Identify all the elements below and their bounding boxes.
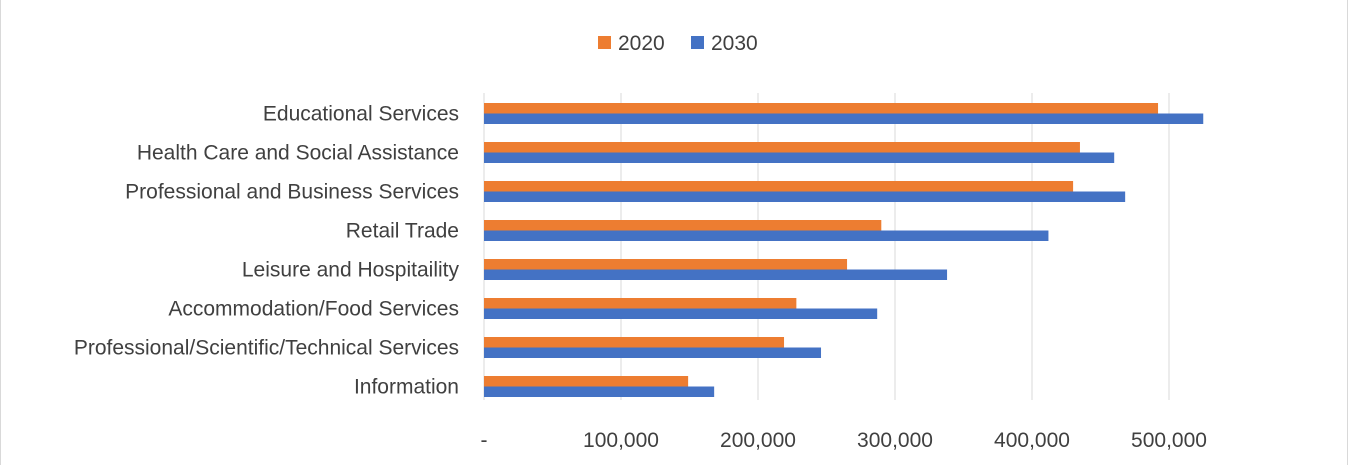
category-label-0: Educational Services bbox=[263, 103, 459, 126]
bar-2020-2 bbox=[484, 181, 1074, 192]
bar-2020-4 bbox=[484, 259, 848, 270]
category-label-7: Information bbox=[354, 376, 459, 399]
category-label-1: Health Care and Social Assistance bbox=[137, 142, 459, 165]
bar-2030-4 bbox=[484, 269, 948, 280]
bar-2020-7 bbox=[484, 376, 689, 387]
x-tick-label-5: 500,000 bbox=[1131, 429, 1207, 452]
legend-swatch-2030 bbox=[691, 36, 704, 49]
category-label-2: Professional and Business Services bbox=[125, 181, 459, 204]
x-tick-labels: - 100,000 200,000 300,000 400,000 500,000 bbox=[481, 429, 1207, 452]
bars bbox=[484, 103, 1204, 397]
bar-2020-0 bbox=[484, 103, 1159, 114]
x-tick-label-0: - bbox=[481, 429, 488, 452]
bar-2020-5 bbox=[484, 298, 797, 309]
bar-2030-3 bbox=[484, 230, 1049, 241]
legend-label-2020: 2020 bbox=[618, 32, 665, 55]
bar-2030-2 bbox=[484, 191, 1126, 202]
category-label-5: Accommodation/Food Services bbox=[168, 298, 459, 321]
category-label-4: Leisure and Hospitaility bbox=[242, 259, 460, 282]
bar-2030-6 bbox=[484, 347, 822, 358]
bar-2020-1 bbox=[484, 142, 1080, 153]
x-tick-label-1: 100,000 bbox=[583, 429, 659, 452]
x-tick-label-4: 400,000 bbox=[994, 429, 1070, 452]
bar-2030-0 bbox=[484, 113, 1204, 124]
legend-label-2030: 2030 bbox=[711, 32, 758, 55]
bar-2030-1 bbox=[484, 152, 1115, 163]
bar-2030-5 bbox=[484, 308, 878, 319]
bar-2030-7 bbox=[484, 386, 715, 397]
category-label-3: Retail Trade bbox=[346, 220, 459, 243]
legend: 2020 2030 bbox=[598, 32, 758, 55]
x-tick-label-2: 200,000 bbox=[720, 429, 796, 452]
bar-2020-3 bbox=[484, 220, 882, 231]
category-labels: Educational Services Health Care and Soci… bbox=[74, 103, 460, 399]
bar-2020-6 bbox=[484, 337, 785, 348]
legend-swatch-2020 bbox=[598, 36, 611, 49]
category-label-6: Professional/Scientific/Technical Servic… bbox=[74, 337, 459, 360]
x-tick-label-3: 300,000 bbox=[857, 429, 933, 452]
